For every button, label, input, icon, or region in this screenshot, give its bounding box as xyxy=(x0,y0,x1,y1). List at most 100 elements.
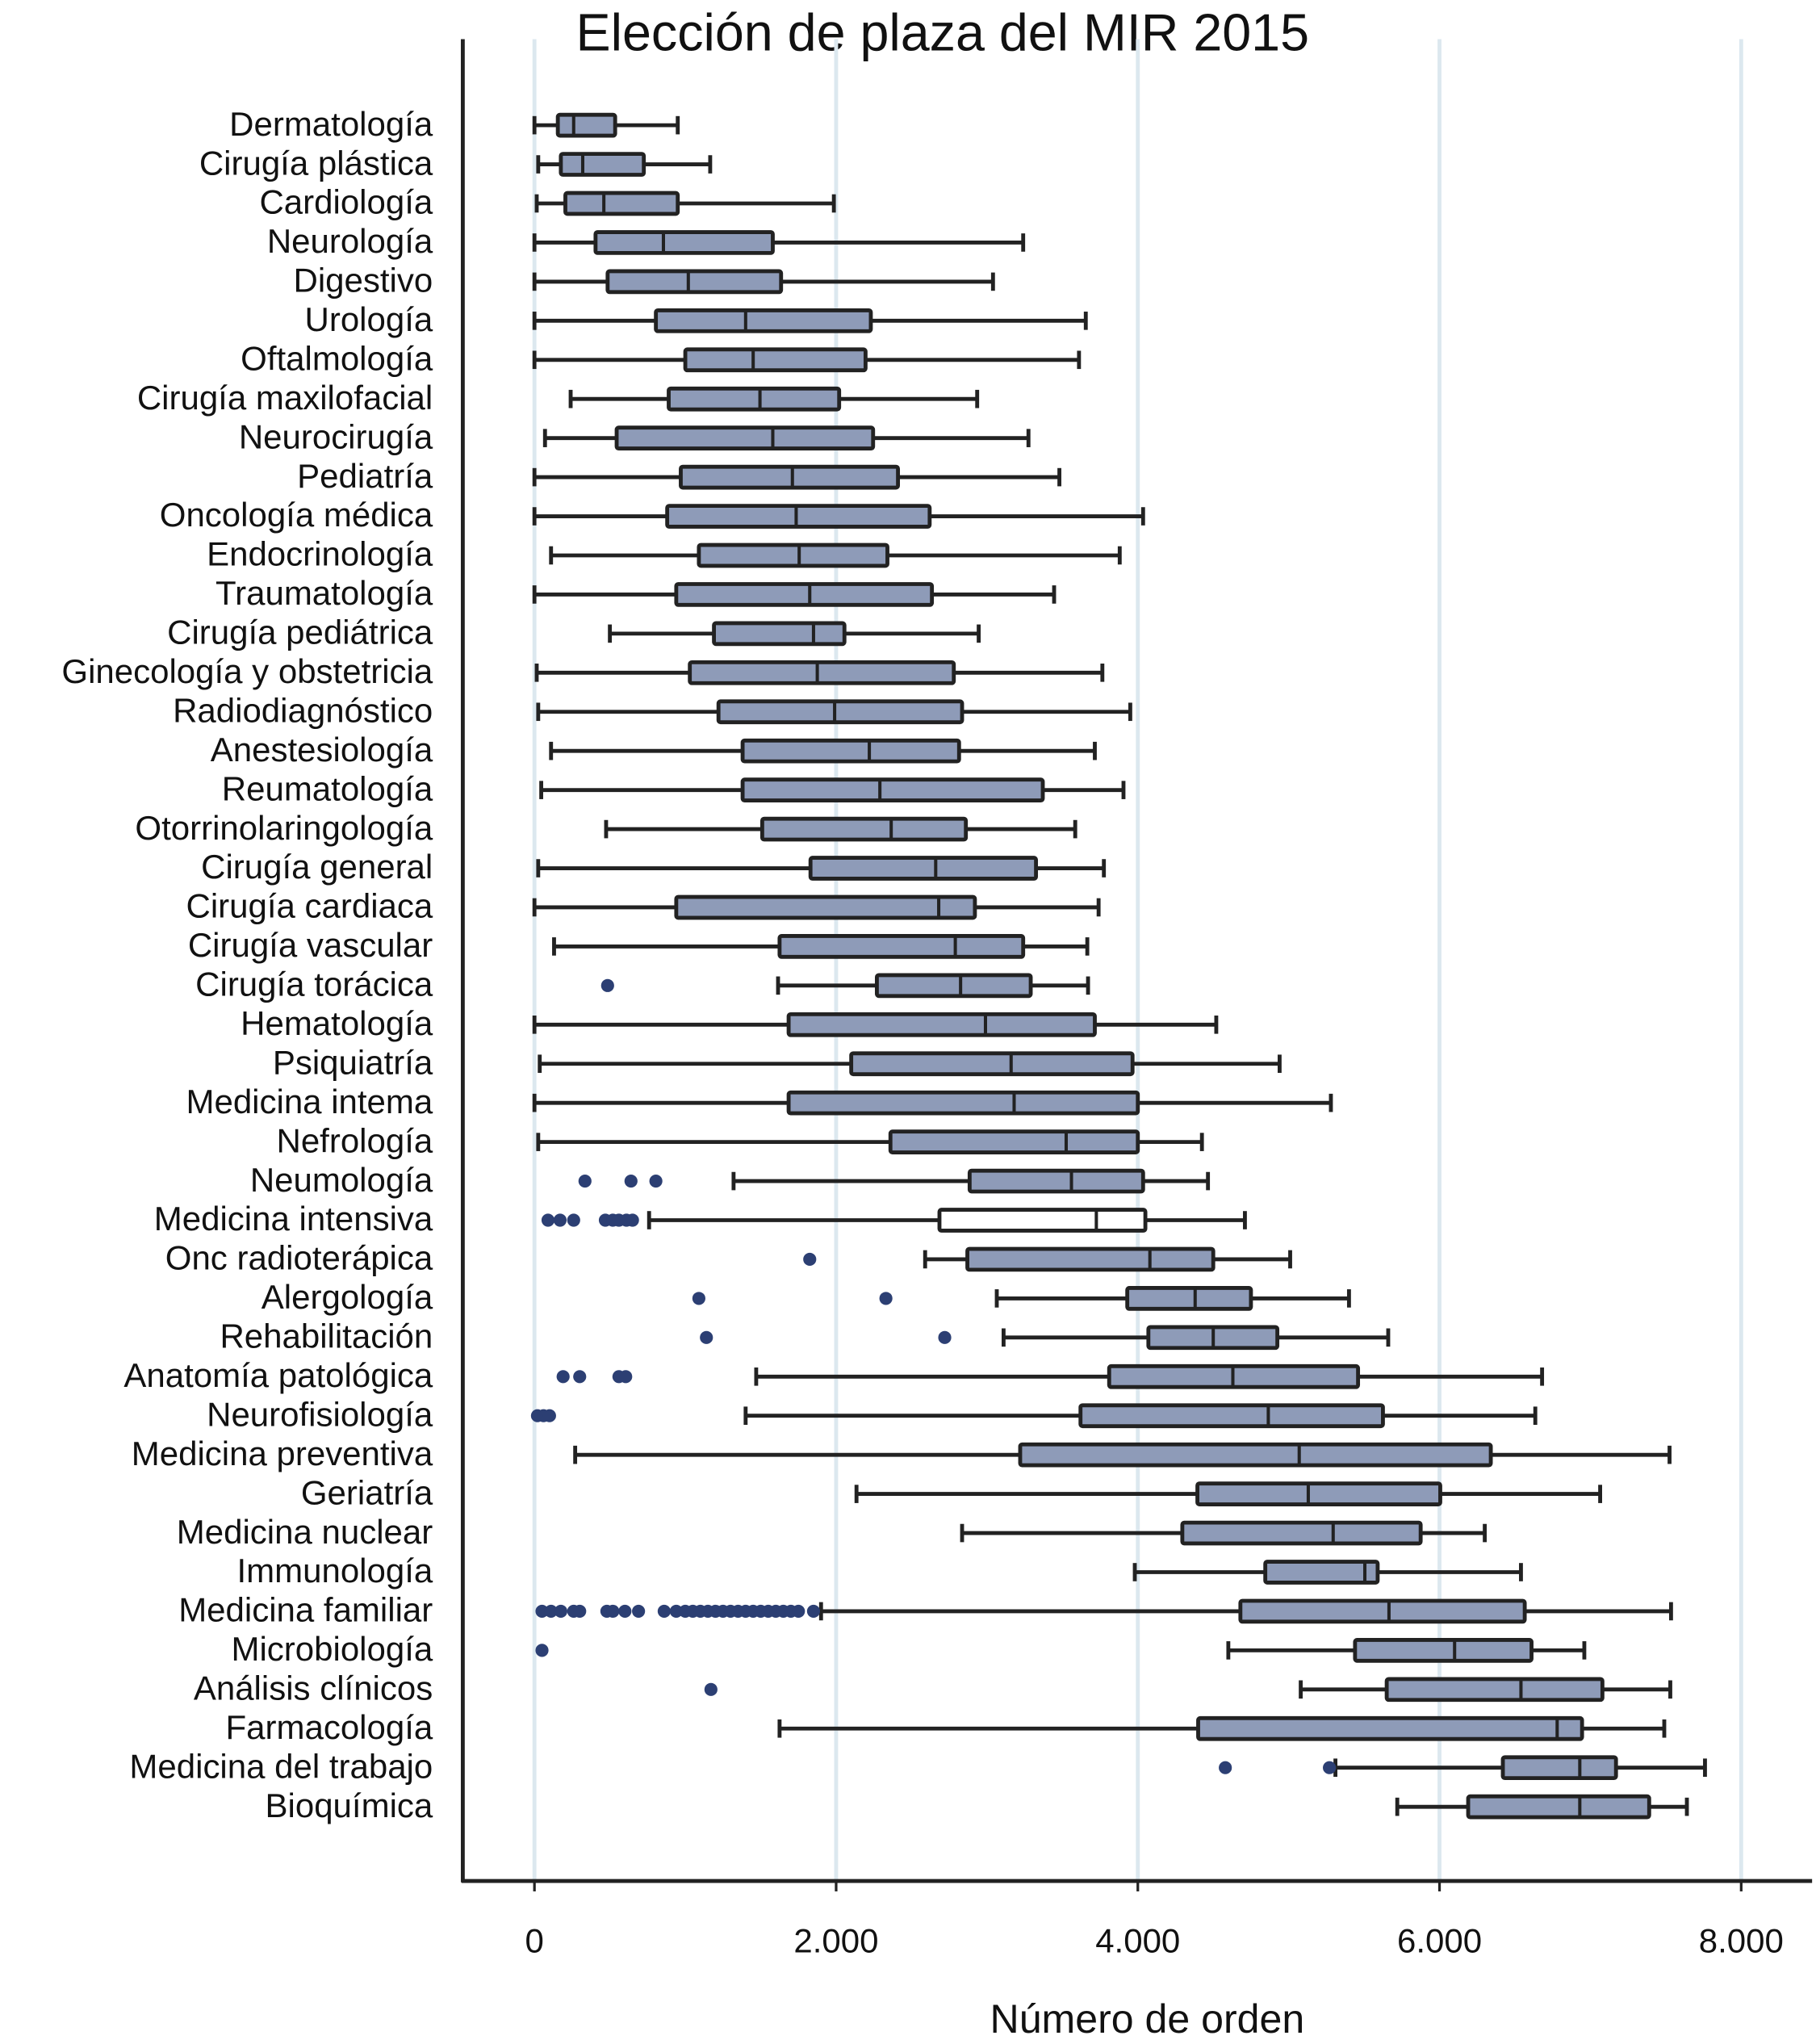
outlier xyxy=(879,1292,893,1305)
category-label: Radiodiagnóstico xyxy=(173,691,433,729)
category-label: Cirugía pediátrica xyxy=(167,614,433,651)
box xyxy=(674,894,977,920)
box xyxy=(888,1129,1140,1154)
outlier xyxy=(606,1604,620,1619)
box xyxy=(614,425,876,451)
box xyxy=(786,1012,1097,1037)
category-label: Medicina intensiva xyxy=(154,1200,433,1238)
category-label: Medicina intema xyxy=(186,1083,433,1120)
box xyxy=(967,1168,1145,1194)
box xyxy=(808,856,1039,881)
category-label: Anatomía patológica xyxy=(123,1356,433,1394)
category-label: Medicina familiar xyxy=(178,1591,433,1629)
box xyxy=(1466,1794,1651,1820)
box xyxy=(712,621,847,647)
box xyxy=(563,191,680,216)
outlier xyxy=(541,1213,555,1227)
category-label: Cirugía general xyxy=(201,848,433,886)
category-label: Pediatría xyxy=(297,457,433,495)
x-tick-label: 8.000 xyxy=(1699,1922,1784,1960)
box xyxy=(759,816,969,842)
box xyxy=(1078,1403,1385,1429)
category-label: Cirugía cardiaca xyxy=(186,887,433,925)
outlier xyxy=(938,1330,952,1344)
category-label: Reumatología xyxy=(222,769,433,807)
category-label: Traumatología xyxy=(215,574,433,612)
outlier xyxy=(553,1213,567,1227)
category-label: Onc radioterápica xyxy=(165,1239,433,1277)
category-label: Medicina del trabajo xyxy=(129,1747,433,1785)
category-label: Farmacología xyxy=(226,1708,433,1746)
plot-area xyxy=(530,112,1707,1820)
box xyxy=(1125,1286,1253,1311)
box xyxy=(874,973,1033,999)
x-axis-label: Número de orden xyxy=(990,1996,1305,2042)
outlier xyxy=(573,1370,587,1384)
category-label: Cirugía maxilofacial xyxy=(137,379,433,417)
outlier xyxy=(567,1213,580,1227)
box xyxy=(1180,1520,1423,1546)
category-label: Oftalmología xyxy=(241,339,433,377)
outlier xyxy=(806,1604,821,1619)
outlier xyxy=(792,1604,805,1619)
outlier xyxy=(704,1682,718,1696)
box xyxy=(1353,1638,1534,1663)
x-tick-label: 0 xyxy=(525,1922,543,1960)
box xyxy=(1263,1560,1380,1585)
box xyxy=(777,934,1026,959)
box xyxy=(674,582,935,607)
category-label: Geriatría xyxy=(301,1473,433,1511)
box xyxy=(937,1208,1148,1233)
category-label: Neurología xyxy=(267,222,433,260)
category-label: Alergología xyxy=(262,1278,433,1316)
category-label: Microbiología xyxy=(232,1630,433,1668)
x-tick-label: 2.000 xyxy=(793,1922,878,1960)
category-label: Psiquiatría xyxy=(273,1043,433,1081)
box xyxy=(965,1246,1216,1272)
outlier xyxy=(554,1604,567,1619)
category-label: Medicina preventiva xyxy=(132,1435,433,1472)
box xyxy=(654,308,873,333)
outlier xyxy=(535,1644,549,1657)
box xyxy=(740,777,1045,802)
chart-title: Elección de plaza del MIR 2015 xyxy=(576,3,1310,61)
category-label: Cirugía vascular xyxy=(188,926,433,964)
x-tick-label: 4.000 xyxy=(1095,1922,1180,1960)
category-label: Urología xyxy=(305,300,433,338)
outlier xyxy=(573,1604,587,1619)
category-label: Endocrinología xyxy=(207,535,433,573)
category-label: Rehabilitación xyxy=(220,1317,433,1355)
category-label: Immunología xyxy=(237,1552,433,1590)
box xyxy=(740,738,961,764)
outlier xyxy=(1323,1761,1337,1774)
box xyxy=(679,464,901,490)
outlier xyxy=(618,1604,632,1619)
box xyxy=(605,269,784,295)
box xyxy=(559,152,646,177)
category-label: Digestivo xyxy=(294,262,433,299)
category-label: Cirugía torácica xyxy=(195,965,433,1003)
outlier xyxy=(619,1370,633,1384)
box xyxy=(593,230,775,255)
x-tick-label: 6.000 xyxy=(1397,1922,1482,1960)
outlier xyxy=(632,1604,646,1619)
category-label: Neurocirugía xyxy=(239,417,433,455)
category-label: Neurofisiología xyxy=(207,1395,433,1433)
outlier xyxy=(535,1604,549,1619)
box xyxy=(1500,1755,1618,1781)
outlier xyxy=(649,1174,663,1188)
category-label: Oncología médica xyxy=(160,496,433,534)
box xyxy=(1018,1442,1493,1468)
outlier xyxy=(692,1292,705,1305)
outlier xyxy=(803,1252,817,1267)
box xyxy=(786,1090,1140,1116)
category-label: Nefrología xyxy=(277,1121,433,1159)
box xyxy=(849,1051,1135,1077)
box xyxy=(1238,1598,1527,1624)
category-label: Análisis clínicos xyxy=(194,1669,433,1707)
box xyxy=(716,699,964,725)
outlier xyxy=(700,1330,713,1344)
box xyxy=(667,386,842,412)
box xyxy=(683,347,868,373)
